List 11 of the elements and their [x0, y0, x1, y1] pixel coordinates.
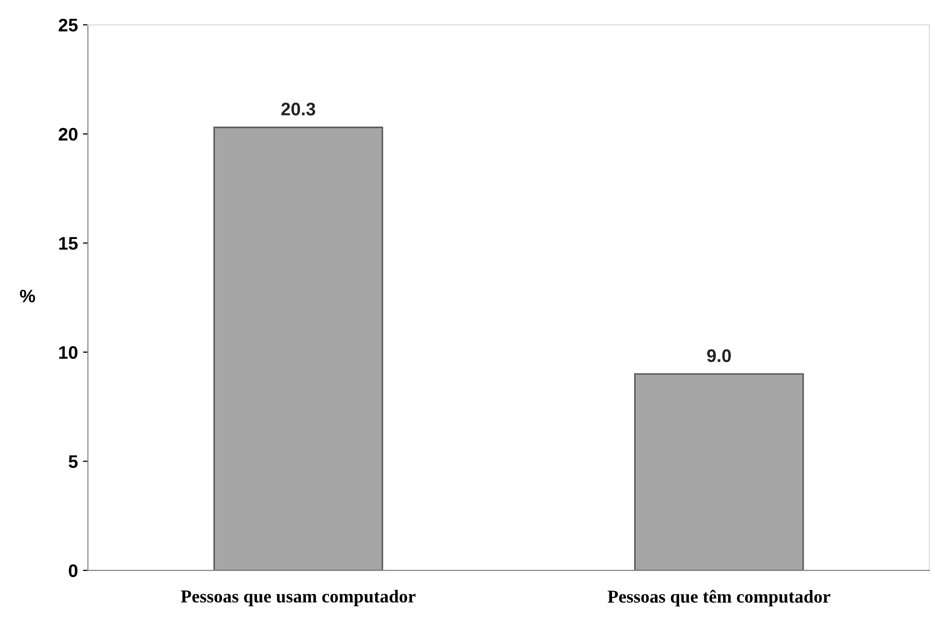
- y-tick-label: 5: [68, 455, 78, 468]
- y-tick-label: 20: [58, 128, 78, 141]
- y-tick-label: 15: [59, 237, 78, 250]
- data-label: 20.3: [281, 102, 316, 116]
- y-tick-label: 25: [58, 18, 78, 32]
- y-tick-label: 0: [68, 564, 78, 578]
- y-axis-title: %: [20, 290, 36, 302]
- x-tick-label: Pessoas que usam computador: [180, 590, 416, 606]
- x-tick-label: Pessoas que têm computador: [608, 590, 830, 606]
- y-tick-label: 10: [59, 346, 78, 359]
- data-label: 9.0: [707, 349, 731, 362]
